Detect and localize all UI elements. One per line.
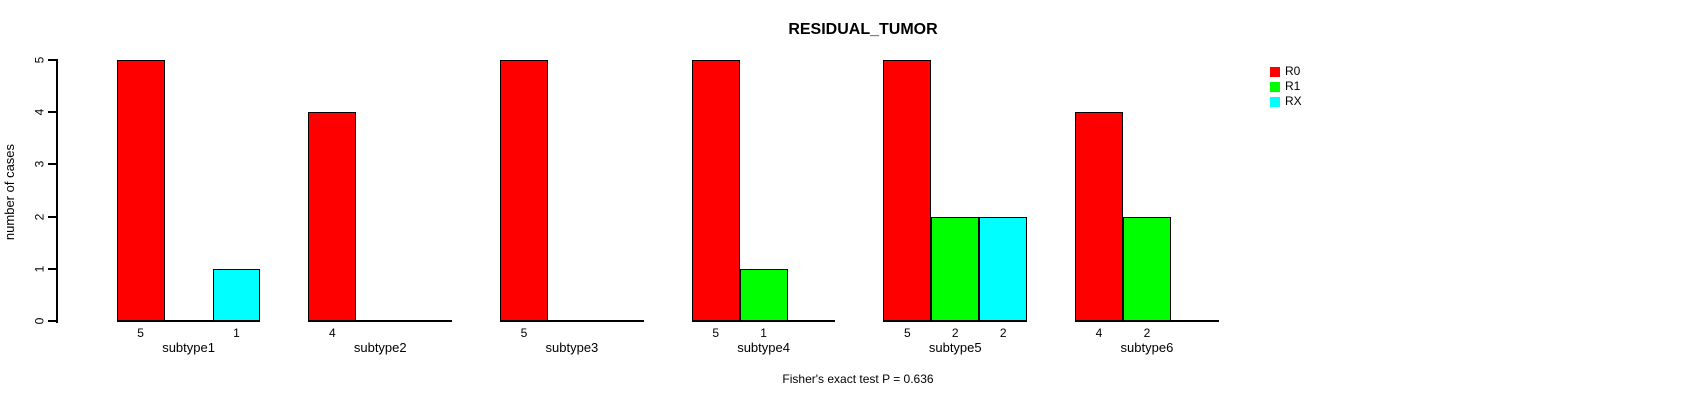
bar-value-label: 5 xyxy=(520,326,528,340)
group-baseline xyxy=(1075,320,1219,322)
y-tick-label: 1 xyxy=(27,261,51,277)
y-tick-value: 5 xyxy=(32,56,46,64)
legend-label: RX xyxy=(1285,94,1302,108)
category-label: subtype1 xyxy=(162,340,215,355)
bar-r1-subtype6 xyxy=(1122,216,1171,321)
legend-item-r1: R1 xyxy=(1270,79,1302,94)
bar-value-label: 5 xyxy=(903,326,911,340)
bar-r0-subtype3 xyxy=(500,60,548,321)
category-label: subtype2 xyxy=(353,340,407,355)
y-tick xyxy=(48,215,56,218)
legend-swatch-r0 xyxy=(1270,66,1280,77)
y-tick-value: 1 xyxy=(32,265,46,273)
y-axis-line xyxy=(56,59,58,323)
legend-label: R1 xyxy=(1285,79,1301,93)
y-tick-value: 3 xyxy=(32,161,46,168)
group-baseline xyxy=(308,320,453,322)
category-label: subtype4 xyxy=(737,340,790,355)
legend-item-rx: RX xyxy=(1270,94,1302,109)
group-baseline xyxy=(116,320,261,322)
legend-label: R0 xyxy=(1285,64,1301,78)
y-tick xyxy=(48,111,56,114)
bar-value-label: 5 xyxy=(712,326,719,340)
chart-title: RESIDUAL_TUMOR xyxy=(788,21,938,38)
y-tick-value: 4 xyxy=(32,108,46,116)
y-tick xyxy=(48,267,56,270)
legend-swatch-rx xyxy=(1270,96,1280,107)
group-baseline xyxy=(883,320,1028,322)
group-baseline xyxy=(691,320,836,322)
bar-r0-subtype4 xyxy=(691,60,740,321)
bar-value-label: 5 xyxy=(137,326,144,340)
bar-value-label: 1 xyxy=(233,326,240,340)
y-tick xyxy=(48,59,56,61)
y-tick-label: 4 xyxy=(27,104,51,120)
y-tick-value: 2 xyxy=(32,213,46,220)
legend: R0 R1 RX xyxy=(1270,64,1302,109)
category-label: subtype3 xyxy=(545,340,599,355)
bar-value-label: 2 xyxy=(999,326,1007,340)
y-tick-label: 0 xyxy=(27,313,51,329)
y-axis-label: number of cases xyxy=(2,143,17,241)
legend-item-r0: R0 xyxy=(1270,64,1302,79)
group-baseline xyxy=(500,320,644,322)
y-tick xyxy=(48,320,56,322)
bar-r0-subtype1 xyxy=(116,60,165,321)
category-label: subtype5 xyxy=(928,340,982,355)
legend-swatch-r1 xyxy=(1270,81,1280,92)
y-tick-label: 5 xyxy=(27,52,51,68)
bar-rx-subtype1 xyxy=(212,268,261,321)
y-tick-value: 0 xyxy=(32,317,46,325)
y-tick xyxy=(48,163,56,166)
fisher-test-annotation: Fisher's exact test P = 0.636 xyxy=(782,372,934,386)
bar-r0-subtype2 xyxy=(308,112,357,321)
y-tick-label: 3 xyxy=(27,156,51,172)
bar-value-label: 1 xyxy=(760,326,767,340)
y-tick-label: 2 xyxy=(27,209,51,225)
bar-r0-subtype5 xyxy=(883,60,932,321)
bar-r1-subtype5 xyxy=(931,216,980,321)
bar-value-label: 4 xyxy=(1095,326,1103,340)
bar-value-label: 2 xyxy=(1143,326,1151,340)
bar-r1-subtype4 xyxy=(739,268,788,321)
bar-rx-subtype5 xyxy=(979,216,1028,321)
category-label: subtype6 xyxy=(1120,340,1174,355)
bar-value-label: 2 xyxy=(951,326,959,340)
bar-value-label: 4 xyxy=(328,326,336,340)
bar-r0-subtype6 xyxy=(1075,112,1123,321)
